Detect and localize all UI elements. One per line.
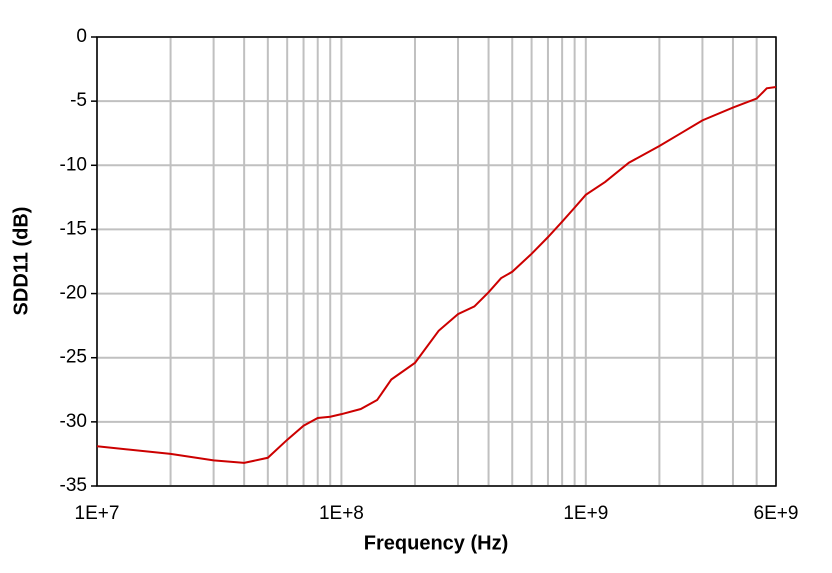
plot-frame bbox=[96, 36, 777, 487]
y-tick-label: -5 bbox=[70, 90, 87, 111]
x-tick-label: 1E+9 bbox=[563, 503, 608, 524]
y-tick-label: -20 bbox=[60, 283, 87, 304]
y-tick-label: -10 bbox=[60, 154, 87, 175]
x-tick-label: 1E+8 bbox=[319, 503, 364, 524]
x-tick-label: 6E+9 bbox=[754, 503, 799, 524]
x-tick-label: 1E+7 bbox=[75, 503, 120, 524]
data-line bbox=[96, 86, 777, 464]
x-axis-title: Frequency (Hz) bbox=[364, 532, 508, 554]
y-tick-label: -35 bbox=[60, 475, 87, 496]
y-tick-label: -25 bbox=[60, 347, 87, 368]
y-tick-label: 0 bbox=[76, 26, 87, 47]
y-tick-label: -15 bbox=[60, 218, 87, 239]
y-tick-label: -30 bbox=[60, 411, 87, 432]
y-axis-title: SDD11 (dB) bbox=[10, 207, 32, 316]
